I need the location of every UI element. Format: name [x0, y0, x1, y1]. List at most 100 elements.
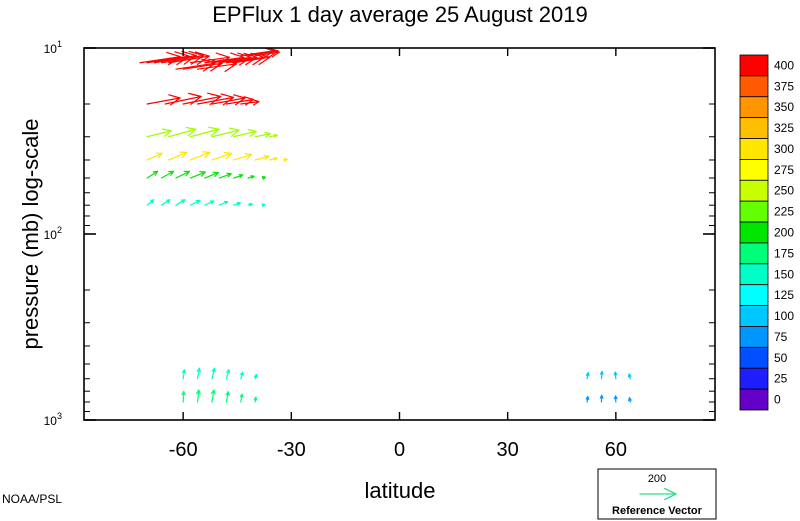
flux-arrow	[225, 369, 231, 380]
colorbar-label: 200	[774, 226, 794, 240]
y-axis: 101 102 103	[44, 39, 715, 428]
flux-arrow	[233, 173, 244, 179]
flux-arrow	[211, 94, 246, 106]
flux-arrow	[210, 389, 216, 403]
vector-field	[139, 48, 632, 403]
x-tick-label: 30	[497, 439, 519, 461]
colorbar-swatch	[739, 326, 769, 348]
flux-arrow	[225, 391, 230, 403]
flux-arrow	[196, 93, 235, 106]
flux-arrow	[160, 170, 175, 179]
y-tick-label: 103	[44, 411, 62, 428]
flux-arrow	[196, 367, 202, 380]
reference-arrow-mark	[639, 487, 677, 501]
flux-arrow	[189, 151, 211, 161]
x-tick-label: 0	[394, 439, 405, 461]
colorbar: 4003753503253002752502252001751501251007…	[739, 54, 794, 411]
flux-arrow	[254, 131, 271, 138]
flux-arrow	[599, 370, 604, 380]
flux-arrow	[253, 373, 258, 380]
flux-arrow	[599, 394, 604, 403]
colorbar-label: 125	[774, 288, 794, 302]
flux-arrow	[211, 52, 252, 66]
y-tick-label: 101	[44, 39, 62, 56]
flux-arrow	[233, 201, 241, 206]
flux-arrow	[182, 369, 186, 380]
colorbar-label: 325	[774, 121, 794, 135]
colorbar-swatch	[739, 117, 769, 139]
flux-arrow	[182, 58, 223, 72]
colorbar-swatch	[739, 263, 769, 286]
colorbar-label: 250	[774, 184, 794, 198]
flux-arrow	[218, 172, 232, 179]
colorbar-label: 350	[774, 100, 794, 114]
colorbar-swatch	[739, 284, 769, 306]
flux-arrow	[269, 156, 278, 161]
flux-arrow	[254, 48, 280, 58]
x-tick-label: -60	[169, 439, 198, 461]
colorbar-swatch	[739, 221, 769, 244]
colorbar-label: 400	[774, 58, 794, 72]
flux-arrow	[146, 170, 159, 179]
flux-arrow	[204, 171, 219, 179]
flux-arrow	[160, 50, 205, 65]
flux-arrow	[146, 152, 163, 161]
colorbar-label: 300	[774, 142, 794, 156]
colorbar-label: 75	[774, 330, 788, 344]
flux-arrow	[146, 199, 155, 206]
colorbar-swatch	[739, 200, 769, 223]
flux-arrow	[211, 151, 233, 161]
credit-label: NOAA/PSL	[2, 492, 62, 506]
colorbar-label: 50	[774, 351, 788, 365]
flux-arrow	[247, 175, 255, 179]
y-axis-label: pressure (mb) log-scale	[18, 118, 43, 349]
flux-arrow	[283, 158, 288, 162]
flux-arrow	[204, 200, 215, 206]
flux-arrow	[160, 199, 171, 206]
colorbar-swatch	[739, 138, 769, 160]
y-tick-label: 102	[44, 225, 62, 242]
flux-arrow	[146, 94, 181, 106]
colorbar-swatch	[739, 75, 769, 98]
colorbar-swatch	[739, 346, 769, 369]
flux-arrow	[175, 170, 191, 179]
x-axis: -60 -30 0 30 60	[169, 48, 627, 461]
flux-arrow	[239, 393, 244, 403]
flux-arrow	[247, 48, 279, 58]
flux-arrow	[168, 126, 197, 138]
colorbar-swatch	[739, 242, 769, 265]
colorbar-label: 0	[774, 393, 781, 407]
reference-arrow	[639, 487, 677, 501]
flux-arrow	[627, 373, 632, 380]
flux-arrow	[269, 133, 278, 138]
x-axis-label: latitude	[365, 478, 436, 503]
flux-arrow	[195, 389, 201, 403]
flux-arrow	[240, 99, 260, 106]
colorbar-label: 25	[774, 372, 788, 386]
flux-arrow	[613, 371, 618, 380]
colorbar-label: 175	[774, 246, 794, 260]
flux-arrow	[153, 50, 197, 65]
colorbar-swatch	[739, 388, 769, 411]
flux-arrow	[189, 171, 206, 179]
flux-arrow	[218, 200, 229, 206]
flux-arrow	[189, 126, 220, 138]
flux-arrow	[168, 151, 188, 161]
flux-arrow	[585, 395, 590, 403]
colorbar-swatch	[739, 159, 769, 181]
flux-arrow	[211, 127, 240, 138]
flux-arrow	[146, 51, 190, 66]
flux-arrow	[613, 395, 618, 403]
colorbar-label: 150	[774, 267, 794, 281]
colorbar-swatch	[739, 367, 769, 390]
colorbar-label: 100	[774, 309, 794, 323]
flux-arrow	[181, 390, 186, 403]
flux-arrow	[247, 202, 253, 207]
flux-arrow	[233, 152, 253, 161]
reference-vector-caption: Reference Vector	[612, 505, 703, 517]
plot-frame	[83, 47, 716, 421]
colorbar-swatch	[739, 96, 769, 119]
flux-arrow	[182, 92, 222, 106]
reference-vector-magnitude: 200	[648, 473, 666, 485]
colorbar-label: 375	[774, 79, 794, 93]
